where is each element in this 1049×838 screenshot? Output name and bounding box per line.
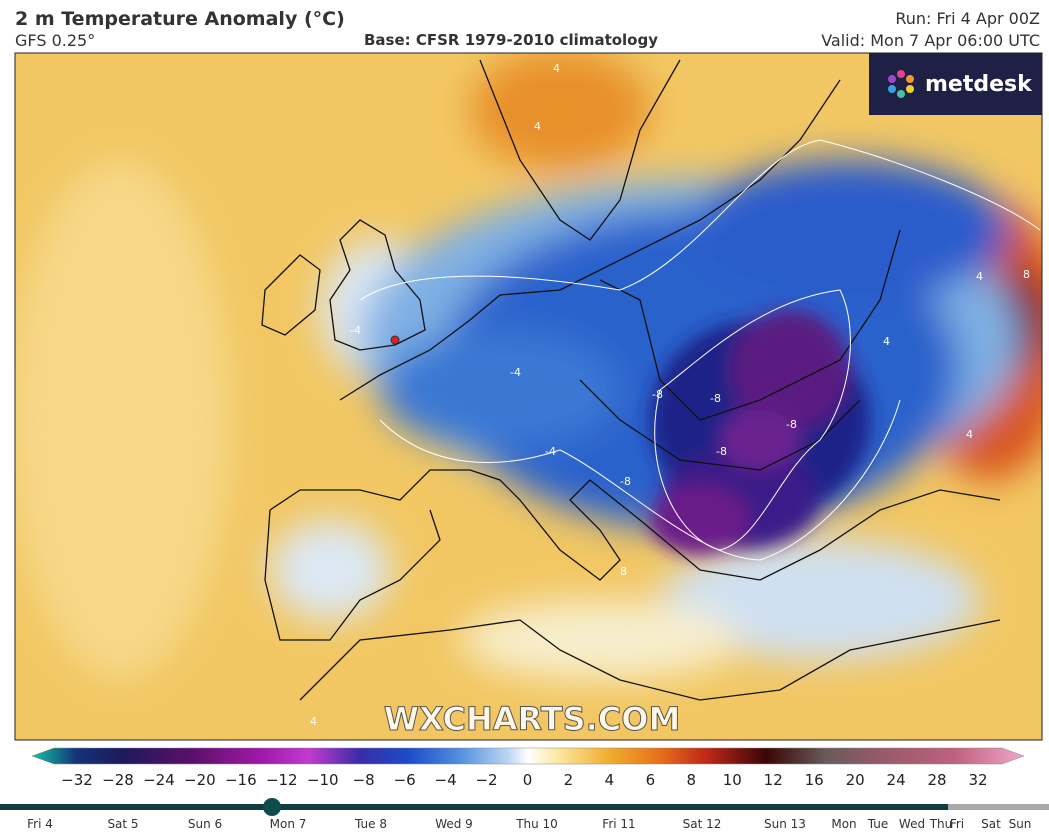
timeline-track[interactable]	[0, 804, 948, 810]
valid: Valid: Mon 7 Apr 06:00 UTC	[821, 31, 1040, 50]
timeline-day[interactable]: Sun	[1009, 817, 1032, 831]
timeline-day[interactable]: Mon 7	[270, 817, 307, 831]
colorbar-label: −20	[184, 771, 216, 789]
colorbar-label: 0	[523, 771, 533, 789]
contour-label: -8	[652, 388, 663, 401]
colorbar-label: 24	[887, 771, 906, 789]
colorbar-label: −32	[61, 771, 93, 789]
timeline-slider[interactable]	[263, 798, 281, 816]
colorbar-label: 32	[968, 771, 987, 789]
model: GFS 0.25°	[15, 31, 95, 50]
timeline-day[interactable]: Sat 12	[683, 817, 722, 831]
timeline-day[interactable]: Fri 11	[602, 817, 635, 831]
timeline-day[interactable]: Wed	[899, 817, 925, 831]
colorbar-label: −16	[225, 771, 257, 789]
run: Run: Fri 4 Apr 00Z	[895, 9, 1040, 28]
timeline-days: Fri 4 Sat 5 Sun 6 Mon 7 Tue 8 Wed 9 Thu 10 Fri …	[27, 817, 1031, 831]
colorbar	[31, 747, 1025, 765]
colorbar-label: −28	[102, 771, 134, 789]
colorbar-label: 6	[646, 771, 656, 789]
watermark: WXCHARTS.COM	[384, 700, 681, 738]
colorbar-label: 10	[723, 771, 742, 789]
contour-label: 4	[553, 62, 560, 75]
colorbar-label: −4	[435, 771, 457, 789]
contour-label: 4	[966, 428, 973, 441]
timeline-day[interactable]: Fri	[950, 817, 964, 831]
contour-label: 4	[883, 335, 890, 348]
colorbar-labels: −32 −28 −24 −20 −16 −12 −10 −8 −6 −4 −2 0 2 4 6 8 10 12 16…	[61, 771, 987, 789]
contour-label: 4	[976, 270, 983, 283]
colorbar-label: 4	[605, 771, 615, 789]
logo: metdesk	[925, 72, 1033, 97]
timeline-track-ext[interactable]	[948, 804, 1049, 810]
contour-label: 8	[620, 565, 627, 578]
timeline-day[interactable]: Mon	[831, 817, 856, 831]
contour-label: -8	[716, 445, 727, 458]
base: Base: CFSR 1979-2010 climatology	[364, 31, 658, 49]
colorbar-label: −6	[394, 771, 416, 789]
colorbar-label: −10	[307, 771, 339, 789]
timeline-day[interactable]: Tue	[867, 817, 889, 831]
colorbar-label: 16	[805, 771, 824, 789]
contour-label: -4	[545, 445, 556, 458]
colorbar-label: 2	[564, 771, 574, 789]
timeline-day[interactable]: Thu	[929, 817, 953, 831]
colorbar-label: −2	[475, 771, 497, 789]
contour-label: -8	[786, 418, 797, 431]
timeline-day[interactable]: Sat	[981, 817, 1001, 831]
contour-label: 8	[1023, 268, 1030, 281]
colorbar-label: 28	[927, 771, 946, 789]
contour-label: -8	[620, 475, 631, 488]
contour-label: -4	[510, 366, 521, 379]
colorbar-label: −12	[266, 771, 298, 789]
timeline-day[interactable]: Fri 4	[27, 817, 53, 831]
timeline-day[interactable]: Sat 5	[107, 817, 138, 831]
map: 4 4 -4 -4 -4 -8 -8 -8 -8 -8 8 4 4 4 8 4 …	[15, 53, 1042, 740]
contour-label: -4	[350, 324, 361, 337]
colorbar-label: 20	[846, 771, 865, 789]
timeline-day[interactable]: Sun 6	[188, 817, 222, 831]
contour-label: 4	[310, 715, 317, 728]
title: 2 m Temperature Anomaly (°C)	[15, 8, 345, 30]
timeline-day[interactable]: Wed 9	[435, 817, 473, 831]
timeline-day[interactable]: Sun 13	[764, 817, 806, 831]
colorbar-label: 8	[687, 771, 697, 789]
colorbar-label: −8	[353, 771, 375, 789]
timeline-day[interactable]: Tue 8	[354, 817, 387, 831]
colorbar-label: 12	[764, 771, 783, 789]
contour-label: 4	[534, 120, 541, 133]
timeline-day[interactable]: Thu 10	[515, 817, 558, 831]
contour-label: -8	[710, 392, 721, 405]
colorbar-label: −24	[143, 771, 175, 789]
